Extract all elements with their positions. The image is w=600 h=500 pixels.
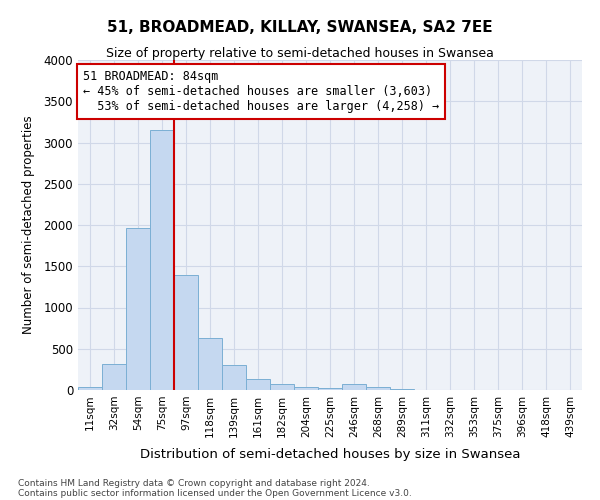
X-axis label: Distribution of semi-detached houses by size in Swansea: Distribution of semi-detached houses by … <box>140 448 520 461</box>
Bar <box>222 365 246 390</box>
Bar <box>150 130 174 390</box>
Text: Size of property relative to semi-detached houses in Swansea: Size of property relative to semi-detach… <box>106 48 494 60</box>
Bar <box>78 386 102 390</box>
Bar <box>126 228 150 390</box>
Bar <box>174 276 198 390</box>
Bar <box>342 384 366 390</box>
Bar <box>366 386 390 390</box>
Bar <box>246 380 270 390</box>
Text: 51, BROADMEAD, KILLAY, SWANSEA, SA2 7EE: 51, BROADMEAD, KILLAY, SWANSEA, SA2 7EE <box>107 20 493 35</box>
Text: Contains HM Land Registry data © Crown copyright and database right 2024.: Contains HM Land Registry data © Crown c… <box>18 478 370 488</box>
Bar <box>294 386 318 390</box>
Bar <box>318 388 342 390</box>
Bar <box>390 389 414 390</box>
Text: Contains public sector information licensed under the Open Government Licence v3: Contains public sector information licen… <box>18 488 412 498</box>
Y-axis label: Number of semi-detached properties: Number of semi-detached properties <box>22 116 35 334</box>
Text: 51 BROADMEAD: 84sqm
← 45% of semi-detached houses are smaller (3,603)
  53% of s: 51 BROADMEAD: 84sqm ← 45% of semi-detach… <box>83 70 439 113</box>
Bar <box>102 364 126 390</box>
Bar <box>198 338 222 390</box>
Bar <box>270 384 294 390</box>
